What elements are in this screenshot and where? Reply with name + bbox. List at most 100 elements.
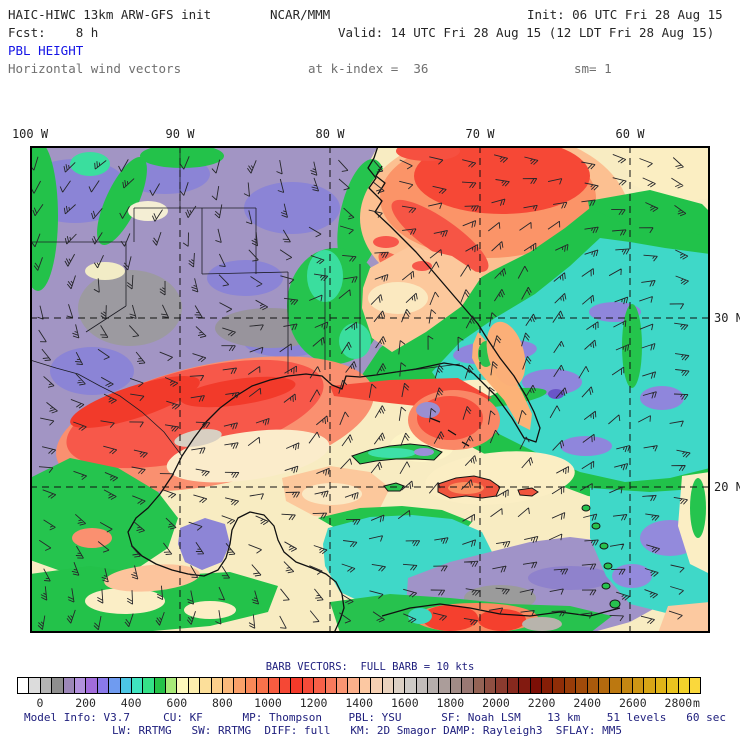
colorbar-cell [314, 678, 326, 693]
plains-cream-fleck [85, 262, 125, 280]
colorbar-cell [462, 678, 474, 693]
colorbar-cell [257, 678, 269, 693]
model-title: HAIC-HIWC 13km ARW-GFS init [8, 7, 212, 22]
turquoise-green-streak-2 [622, 304, 642, 388]
map-frame [30, 146, 710, 633]
plains-green-band [97, 156, 147, 246]
colorbar-cell [325, 678, 337, 693]
texas-gray-patch [78, 270, 182, 346]
colorbar-cell [234, 678, 246, 693]
colorbar-cell [154, 678, 167, 693]
venezuela-red-1 [422, 605, 478, 631]
nw-caribbean-cream [302, 483, 362, 505]
puerto-rico [517, 487, 539, 497]
north-green-band [140, 146, 224, 168]
longitude-label: 60 W [615, 127, 645, 141]
model-config-line2: LW: RRTMG SW: RRTMG DIFF: full KM: 2D Sm… [112, 724, 622, 737]
forecast-hour: Fcst: 8 h [8, 25, 99, 40]
colorbar-cell [223, 678, 235, 693]
model-config-line1: Model Info: V3.7 CU: KF MP: Thompson PBL… [24, 711, 726, 724]
pacific-cream-hole-1 [85, 588, 165, 614]
colorbar-unit: m [693, 696, 700, 710]
west-edge-green [30, 146, 58, 291]
colorbar-tick-label: 0 [36, 696, 44, 710]
right-edge-green-streak [690, 478, 706, 538]
colorbar-tick-label: 1600 [390, 696, 419, 710]
colorbar-cell [450, 678, 463, 693]
colorbar-scale: m 0 200 400 600 800 1000 1200 1400 1600 1800 2000 2… [0, 696, 740, 710]
gulfstream-red-streak [391, 199, 489, 273]
antilles-4 [603, 562, 613, 570]
colorbar-cell [621, 678, 634, 693]
caribbean-purple-streak [528, 566, 612, 590]
venezuela-red-2 [478, 609, 526, 631]
ohio-valley-bluepurple [244, 182, 340, 234]
cuba-teal [368, 448, 416, 458]
init-time: Init: 06 UTC Fri 28 Aug 15 [527, 7, 723, 22]
colorbar-cell [166, 678, 178, 693]
trinidad [609, 599, 621, 609]
atlantic-ne-red-core [414, 146, 590, 214]
colorbar-tick-label: 1200 [299, 696, 328, 710]
vector-subtitle: Horizontal wind vectors [8, 61, 182, 76]
colorbar-cell [188, 678, 201, 693]
antilles-1 [581, 504, 591, 512]
colorbar-cell [200, 678, 212, 693]
barb-legend: BARB VECTORS: FULL BARB = 10 kts [265, 661, 475, 673]
antilles-5 [601, 582, 611, 590]
longitude-label: 70 W [465, 127, 495, 141]
coastline [127, 146, 541, 633]
colorbar [17, 677, 701, 694]
colorbar-cell [382, 678, 394, 693]
midatlantic-cream-inner [368, 282, 428, 314]
colorbar-tick-label: 800 [212, 696, 233, 710]
colorbar-cell [97, 678, 110, 693]
colorbar-tick-label: 600 [166, 696, 188, 710]
colorbar-cell [245, 678, 258, 693]
colorbar-cell [143, 678, 155, 693]
nw-teal-fleck [70, 152, 110, 176]
mexico-salmon-fleck [72, 528, 112, 548]
map-canvas [30, 146, 710, 633]
colorbar-cell [302, 678, 315, 693]
colorbar-cell [519, 678, 531, 693]
colorbar-cell [86, 678, 98, 693]
antilles-2 [591, 522, 601, 530]
colorbar-cell [598, 678, 611, 693]
colorbar-cell [485, 678, 497, 693]
gulf-gray-fleck [174, 429, 222, 447]
ne-corner-cream [618, 146, 710, 204]
state-border [201, 271, 289, 275]
colorbar-cell [74, 678, 87, 693]
colorbar-cell [576, 678, 588, 693]
colorbar-cell [359, 678, 372, 693]
georgia-teal [339, 323, 371, 359]
state-border [395, 363, 461, 373]
colombia-teal-fleck [408, 608, 432, 624]
midatlantic-red-fleck-1 [373, 236, 399, 248]
colorbar-tick-label: 1800 [436, 696, 465, 710]
colorbar-cell [348, 678, 360, 693]
hispaniola-orange [448, 482, 484, 494]
s-texas-bluepurple [50, 347, 134, 395]
colorbar-cell [530, 678, 542, 693]
se-purple-patch-2 [612, 564, 652, 588]
latitude-label: 30 N [714, 311, 740, 325]
gulf-deep-red-center [180, 376, 296, 408]
colorbar-cell [405, 678, 417, 693]
sa-gray-fleck [522, 617, 562, 631]
longitude-label: 100 W [11, 127, 49, 141]
antilles-3 [599, 542, 609, 550]
colorbar-cell [109, 678, 121, 693]
latitude-label: 20 N [714, 480, 740, 494]
colorbar-cell [496, 678, 508, 693]
colorbar-cell [336, 678, 349, 693]
colorbar-cell [393, 678, 406, 693]
colorbar-cell [131, 678, 144, 693]
colorbar-cell [291, 678, 303, 693]
colorbar-tick-label: 2400 [573, 696, 602, 710]
colorbar-cell [268, 678, 280, 693]
colorbar-tick-label: 2600 [618, 696, 647, 710]
colorbar-cell [553, 678, 565, 693]
